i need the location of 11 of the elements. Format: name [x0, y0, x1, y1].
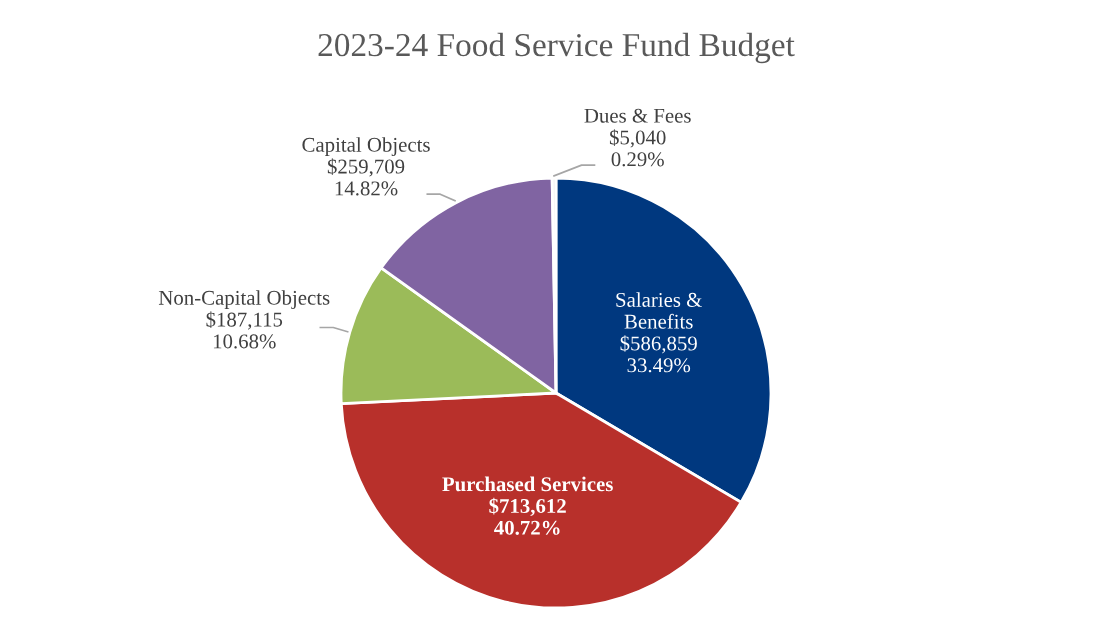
slice-label: Dues & Fees: [584, 108, 691, 123]
data-label: $586,859 33.49%: [620, 335, 697, 373]
data-label: $259,709 14.82%: [327, 158, 405, 196]
slice-label: Non-Capital Objects: [158, 290, 330, 310]
chart-title: 2023-24 Food Service Fund Budget: [318, 32, 795, 64]
data-label: $5,040 0.29%: [609, 129, 666, 167]
slice-label: Salaries & Benefits: [616, 292, 702, 329]
slice-label: Purchased Services: [442, 476, 613, 492]
data-label: $187,115 10.68%: [206, 311, 283, 349]
data-label: $713,612 40.72%: [489, 497, 566, 535]
slice-label: Capital Objects: [302, 137, 430, 157]
